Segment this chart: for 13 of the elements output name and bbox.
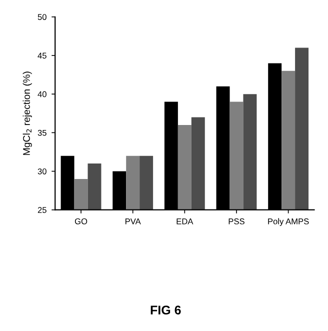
y-tick-label: 25 [38, 207, 46, 213]
y-axis-title: MgCl$_{2}$ rejection (%) [22, 72, 32, 155]
x-tick-label: Poly AMPS [268, 218, 309, 226]
y-tick-label: 30 [38, 168, 46, 174]
y-tick-label: 35 [38, 130, 46, 136]
caption: FIG 6 [150, 306, 181, 314]
y-tick-label: 45 [38, 52, 46, 59]
y-tick-label: 50 [38, 14, 46, 20]
x-tick-label: GO [74, 218, 88, 224]
x-tick-label: EDA [176, 218, 194, 224]
y-tick-label: 40 [38, 91, 46, 98]
x-tick-label: PSS [228, 218, 244, 224]
x-tick-label: PVA [125, 218, 141, 224]
